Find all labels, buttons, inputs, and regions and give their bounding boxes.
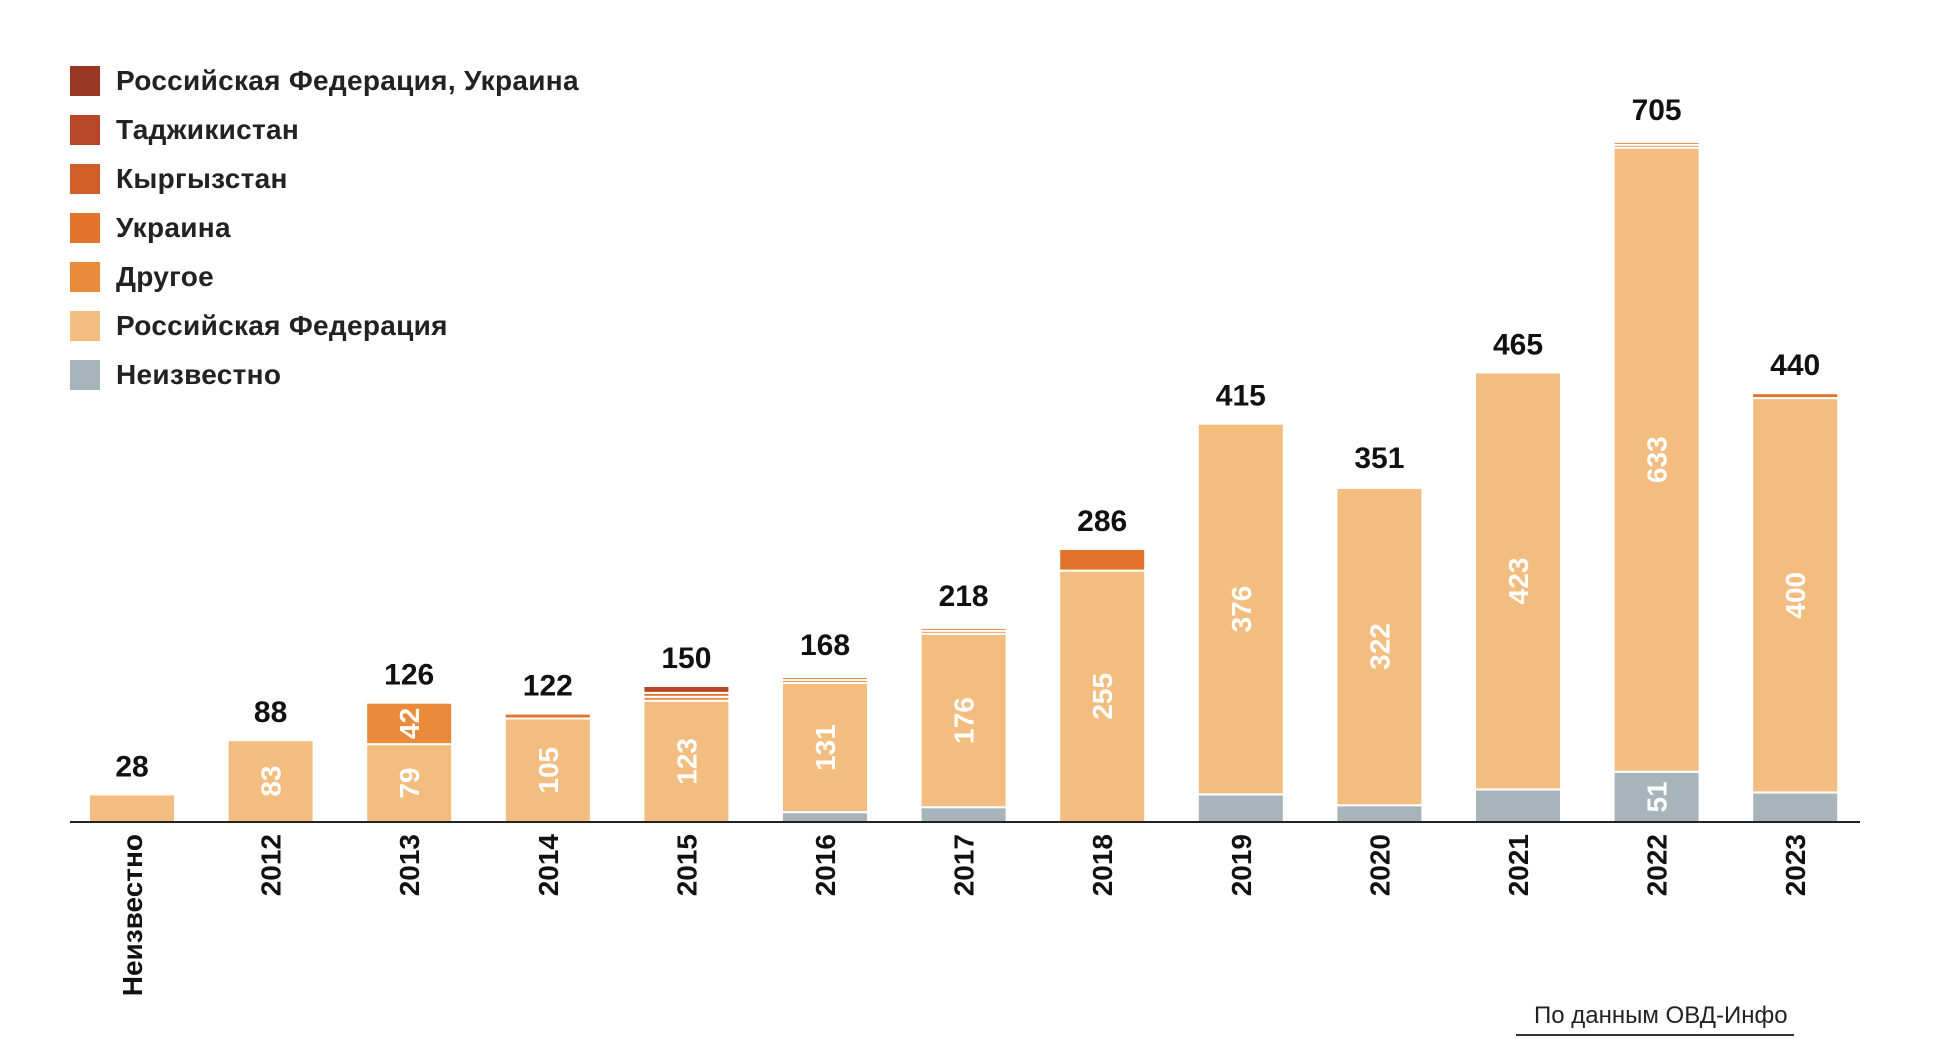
legend-swatch — [70, 114, 100, 145]
legend-item-российская-федерация: Российская Федерация — [70, 301, 579, 350]
source-underline — [1516, 1034, 1794, 1036]
bar-segment-2015-российская-федерация — [642, 699, 731, 824]
category-label-2017: 2017 — [949, 834, 980, 896]
segment-label-2021-российская-федерация: 423 — [1503, 558, 1534, 605]
legend-swatch — [70, 65, 100, 96]
segment-label-2022-неизвестно: 51 — [1642, 781, 1673, 812]
segment-label-2015-российская-федерация: 123 — [671, 738, 702, 785]
segment-label-2023-российская-федерация: 400 — [1780, 572, 1811, 619]
bar-segment-2018-украина — [1058, 547, 1147, 572]
legend-item-таджикистан: Таджикистан — [70, 105, 579, 154]
segment-label-2014-российская-федерация: 105 — [533, 747, 564, 794]
bar-segment-2014-российская-федерация — [503, 717, 592, 824]
bar-segment-2021-неизвестно — [1474, 788, 1562, 823]
bar-segment-2022-таджикистан — [1612, 136, 1701, 141]
bar-segment-2021-российская-федерация — [1474, 371, 1562, 791]
legend-label: Неизвестно — [116, 358, 282, 390]
bar-segment-2012-российская-федерация — [226, 739, 315, 823]
legend-item-украина: Украина — [70, 203, 579, 252]
legend-label: Другое — [116, 260, 215, 292]
category-label-2018: 2018 — [1087, 834, 1118, 896]
total-label-2021: 465 — [1493, 328, 1543, 361]
legend-swatch — [70, 359, 100, 390]
category-label-2023: 2023 — [1780, 834, 1811, 896]
category-label-2019: 2019 — [1226, 834, 1257, 896]
legend-swatch — [70, 310, 100, 341]
bar-segment-2020-российская-федерация — [1335, 486, 1424, 807]
legend-label: Российская Федерация — [116, 309, 448, 341]
segment-label-2017-российская-федерация: 176 — [949, 697, 980, 744]
category-label-2022: 2022 — [1642, 834, 1673, 896]
bar-segment-2017-таджикистан — [919, 622, 1008, 627]
category-label-2020: 2020 — [1364, 834, 1395, 896]
total-label-2017: 218 — [939, 580, 989, 613]
segment-label-2018-российская-федерация: 255 — [1087, 673, 1118, 720]
bar-segment-2019-российская-федерация — [1196, 422, 1285, 796]
segment-label-2016-российская-федерация: 131 — [810, 724, 841, 771]
category-label-2016: 2016 — [810, 834, 841, 896]
category-label-2012: 2012 — [256, 834, 287, 896]
category-label-2021: 2021 — [1503, 834, 1534, 896]
category-label-2015: 2015 — [671, 834, 702, 896]
legend-item-российская-федерация-украина: Российская Федерация, Украина — [70, 56, 579, 105]
legend-swatch — [70, 212, 100, 243]
bar-segment-2015-таджикистан — [642, 684, 731, 694]
category-label-Неизвестно: Неизвестно — [117, 834, 148, 996]
category-label-2014: 2014 — [533, 834, 564, 897]
legend-item-другое: Другое — [70, 252, 579, 301]
segment-label-2020-российская-федерация: 322 — [1364, 623, 1395, 670]
segment-label-2019-российская-федерация: 376 — [1226, 586, 1257, 633]
bar-segment-2023-неизвестно — [1751, 791, 1840, 824]
total-label-2018: 286 — [1077, 505, 1127, 538]
total-label-2014: 122 — [523, 670, 573, 703]
legend-swatch — [70, 163, 100, 194]
legend-item-неизвестно: Неизвестно — [70, 350, 579, 399]
category-label-2013: 2013 — [394, 834, 425, 896]
source-note: По данным ОВД-Инфо — [1534, 1002, 1788, 1029]
bar-segment-2019-неизвестно — [1196, 793, 1285, 823]
bar-segment-2023-украина — [1751, 392, 1840, 400]
total-label-2012: 88 — [254, 696, 287, 729]
legend-item-кыргызстан: Кыргызстан — [70, 154, 579, 203]
legend: Российская Федерация, Украина Таджикистан… — [70, 56, 579, 399]
bar-segment-Неизвестно-российская-федерация — [88, 793, 176, 823]
bar-segment-2017-неизвестно — [919, 806, 1008, 824]
total-label-2013: 126 — [384, 659, 434, 692]
bar-segment-2018-российская-федерация — [1058, 569, 1147, 823]
bar-segment-2023-российская-федерация — [1751, 397, 1840, 794]
total-label-2020: 351 — [1354, 442, 1404, 475]
bar-segment-2017-российская-федерация — [919, 632, 1008, 809]
total-label-2019: 415 — [1216, 380, 1266, 413]
total-label-2016: 168 — [800, 629, 850, 662]
total-label-2015: 150 — [661, 642, 711, 675]
segment-label-2013-российская-федерация: 79 — [394, 767, 425, 798]
legend-swatch — [70, 261, 100, 292]
total-label-2023: 440 — [1770, 349, 1820, 382]
segment-label-2022-российская-федерация: 633 — [1642, 436, 1673, 483]
bar-segment-2014-украина — [503, 712, 592, 720]
legend-label: Российская Федерация, Украина — [116, 64, 579, 96]
bar-segment-2020-неизвестно — [1335, 804, 1424, 824]
bar-segment-2016-неизвестно — [781, 811, 869, 824]
total-label-Неизвестно: 28 — [115, 750, 148, 783]
segment-label-2013-другое: 42 — [394, 708, 425, 739]
total-label-2022: 705 — [1632, 94, 1682, 127]
bar-segment-2022-российская-федерация — [1612, 146, 1701, 773]
bar-segment-2016-таджикистан — [781, 672, 869, 677]
legend-label: Кыргызстан — [116, 162, 288, 194]
segment-label-2012-российская-федерация: 83 — [256, 766, 287, 797]
bar-segment-2013-другое — [365, 701, 454, 746]
legend-label: Таджикистан — [116, 113, 300, 145]
bar-segment-2020-украина — [1335, 484, 1424, 489]
legend-label: Украина — [116, 211, 231, 243]
